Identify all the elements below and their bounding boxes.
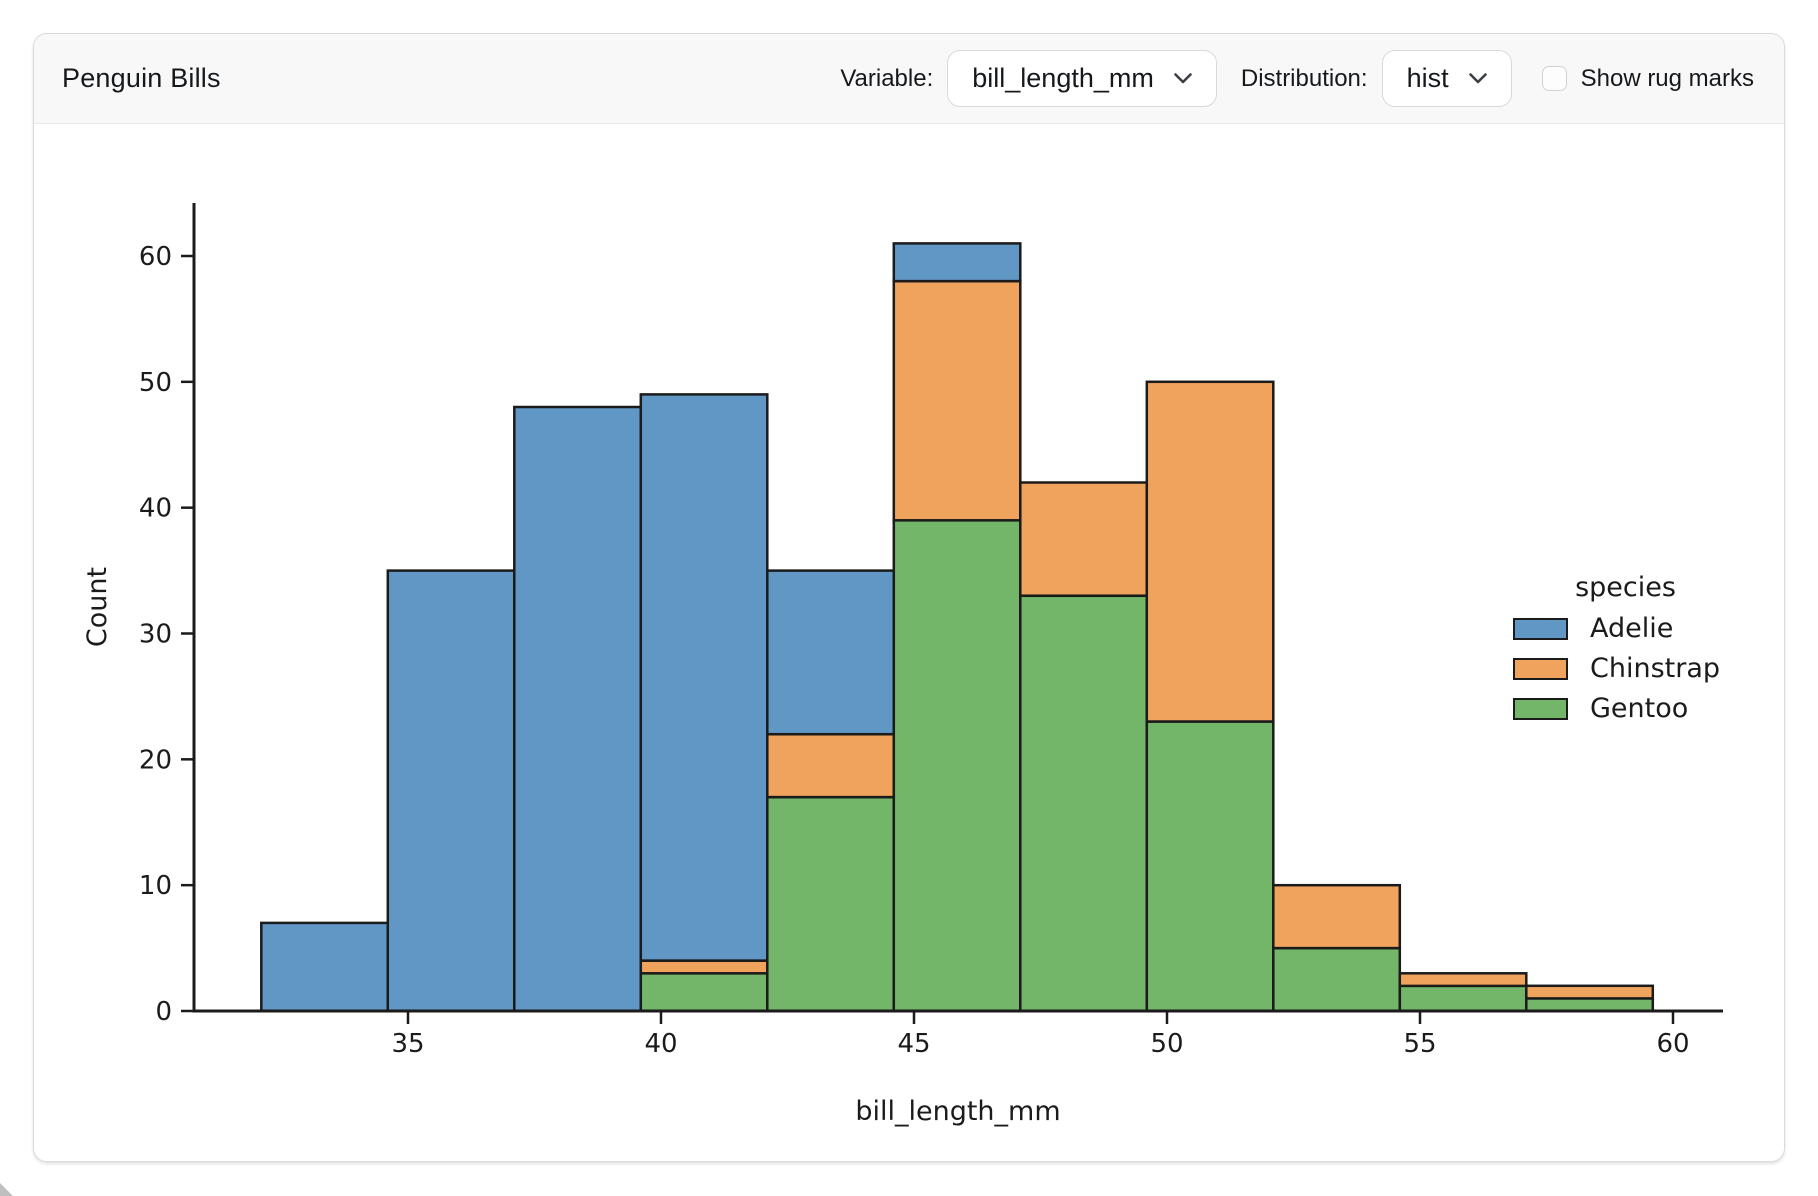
svg-text:60: 60: [1656, 1029, 1689, 1059]
adelie-swatch-icon: [1513, 617, 1568, 640]
svg-text:bill_length_mm: bill_length_mm: [855, 1096, 1060, 1127]
svg-text:55: 55: [1403, 1029, 1436, 1059]
svg-text:10: 10: [139, 871, 172, 901]
svg-text:40: 40: [139, 494, 172, 524]
histogram-plot: 35 40 45 50 55 60 0 10 20 30 40 50 60 bill_length_mm C…: [34, 124, 1784, 1161]
legend-label: Chinstrap: [1590, 653, 1721, 684]
chevron-down-icon: [1174, 73, 1192, 84]
chinstrap-swatch-icon: [1513, 657, 1568, 680]
show-rug-checkbox[interactable]: [1541, 66, 1567, 91]
svg-text:35: 35: [391, 1029, 424, 1059]
legend-label: Gentoo: [1590, 693, 1689, 724]
variable-select-value: bill_length_mm: [972, 63, 1154, 93]
legend-item-chinstrap: Chinstrap: [1513, 653, 1738, 684]
penguin-bills-card: Penguin Bills Variable: bill_length_mm D…: [33, 33, 1785, 1162]
legend-item-gentoo: Gentoo: [1513, 693, 1738, 724]
svg-text:30: 30: [139, 620, 172, 650]
distribution-select[interactable]: hist: [1381, 50, 1512, 107]
chevron-down-icon: [1468, 73, 1487, 84]
svg-text:50: 50: [1150, 1029, 1183, 1059]
svg-text:50: 50: [139, 368, 172, 398]
header-controls: Variable: bill_length_mm Distribution: h…: [840, 50, 1754, 107]
variable-select[interactable]: bill_length_mm: [947, 50, 1217, 107]
legend-item-adelie: Adelie: [1513, 613, 1738, 644]
chart-legend: species Adelie Chinstrap Gentoo: [1513, 572, 1738, 733]
legend-label: Adelie: [1590, 613, 1674, 644]
page-title: Penguin Bills: [62, 63, 221, 93]
svg-text:Count: Count: [82, 567, 113, 647]
histogram-svg: 35 40 45 50 55 60 0 10 20 30 40 50 60 bill_length_mm C…: [82, 203, 1723, 1127]
variable-label: Variable:: [840, 64, 934, 92]
show-rug-label[interactable]: Show rug marks: [1580, 64, 1754, 92]
distribution-label: Distribution:: [1240, 64, 1368, 92]
legend-title: species: [1575, 572, 1676, 603]
window-resize-corner: [0, 1183, 13, 1196]
svg-text:20: 20: [139, 745, 172, 775]
svg-text:0: 0: [155, 997, 172, 1027]
svg-text:45: 45: [897, 1029, 930, 1059]
gentoo-swatch-icon: [1513, 697, 1568, 720]
distribution-select-value: hist: [1406, 63, 1449, 93]
card-header: Penguin Bills Variable: bill_length_mm D…: [34, 34, 1784, 124]
svg-text:60: 60: [139, 242, 172, 272]
svg-text:40: 40: [644, 1029, 677, 1059]
